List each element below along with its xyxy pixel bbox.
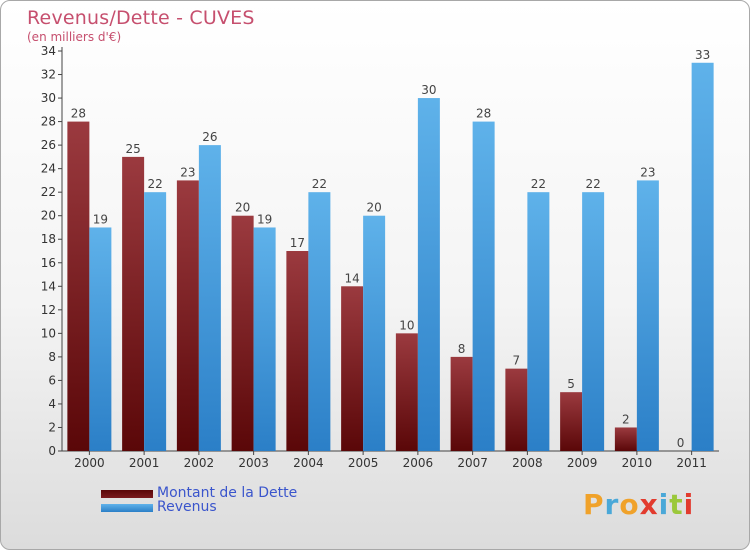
logo-letter: i (658, 488, 670, 521)
bar-revenus (417, 98, 440, 451)
y-tick-label: 24 (41, 162, 56, 176)
x-tick-label: 2005 (348, 456, 379, 470)
bar-dette (67, 121, 90, 452)
y-tick-label: 20 (41, 209, 56, 223)
x-tick-label: 2010 (622, 456, 653, 470)
y-tick-label: 16 (41, 256, 56, 270)
y-tick-label: 0 (48, 444, 56, 458)
bar-revenus (472, 121, 495, 452)
data-label: 10 (399, 318, 414, 332)
data-label: 20 (235, 201, 250, 215)
bar-dette (560, 392, 583, 451)
bar-dette (286, 251, 309, 451)
x-tick-label: 2008 (512, 456, 543, 470)
data-label: 30 (421, 83, 436, 97)
logo-letter: x (639, 488, 659, 521)
y-tick-label: 8 (48, 350, 56, 364)
data-label: 8 (458, 342, 466, 356)
data-label: 14 (344, 271, 359, 285)
data-label: 28 (476, 107, 491, 121)
x-tick-label: 2006 (403, 456, 434, 470)
data-label: 22 (147, 177, 162, 191)
y-tick-label: 18 (41, 232, 56, 246)
y-tick-label: 22 (41, 185, 56, 199)
bar-revenus (691, 62, 714, 451)
y-tick-label: 34 (41, 44, 56, 58)
data-label: 19 (257, 212, 272, 226)
data-label: 19 (93, 212, 108, 226)
legend-swatch-revenus (101, 504, 153, 512)
bar-dette (341, 286, 364, 451)
x-tick-label: 2004 (293, 456, 324, 470)
bar-dette (176, 180, 199, 452)
data-label: 7 (513, 354, 521, 368)
x-tick-label: 2007 (457, 456, 488, 470)
bar-dette (505, 368, 528, 451)
bar-dette (614, 427, 637, 451)
y-tick-label: 28 (41, 115, 56, 129)
logo-letter: P (583, 488, 605, 521)
data-label: 5 (567, 377, 575, 391)
chart-subtitle: (en milliers d'€) (27, 30, 122, 44)
y-tick-label: 30 (41, 91, 56, 105)
bar-revenus (363, 215, 386, 451)
x-axis: 2000 2001 2002 2003 2004 2005 2006 2007 2008 2009… (62, 450, 719, 470)
bar-revenus (308, 192, 331, 452)
x-tick-label: 2003 (238, 456, 269, 470)
data-label: 33 (695, 48, 710, 62)
bar-dette (395, 333, 418, 451)
logo-letter: t (669, 488, 684, 521)
y-tick-label: 32 (41, 68, 56, 82)
logo-letter: r (604, 488, 620, 521)
logo-letter: o (619, 488, 640, 521)
y-tick-label: 14 (41, 279, 56, 293)
legend-swatch-dette (101, 490, 153, 498)
x-tick-label: 2009 (567, 456, 598, 470)
bar-revenus (89, 227, 112, 451)
data-label: 28 (71, 107, 86, 121)
bars-group: 2819252223262019172214201030828722522223… (67, 48, 714, 452)
x-tick-label: 2002 (184, 456, 215, 470)
x-tick-label: 2001 (129, 456, 160, 470)
y-tick-label: 26 (41, 138, 56, 152)
data-label: 23 (640, 165, 655, 179)
data-label: 26 (202, 130, 217, 144)
bar-dette (450, 356, 473, 451)
data-label: 22 (585, 177, 600, 191)
data-label: 0 (677, 436, 685, 450)
proxiti-logo: Proxiti (583, 488, 694, 521)
data-label: 20 (366, 201, 381, 215)
data-label: 22 (531, 177, 546, 191)
data-label: 23 (180, 165, 195, 179)
bar-revenus (198, 145, 221, 451)
bar-revenus (144, 192, 167, 452)
data-label: 17 (290, 236, 305, 250)
x-tick-label: 2011 (676, 456, 707, 470)
data-label: 22 (312, 177, 327, 191)
bar-revenus (636, 180, 659, 452)
logo-letter: i (683, 488, 695, 521)
y-tick-label: 6 (48, 373, 56, 387)
y-tick-label: 2 (48, 420, 56, 434)
data-label: 2 (622, 412, 630, 426)
data-label: 25 (125, 142, 140, 156)
x-tick-label: 2000 (74, 456, 105, 470)
chart-title: Revenus/Dette - CUVES (27, 7, 255, 29)
bar-dette (122, 156, 145, 451)
bar-dette (231, 215, 254, 451)
bar-revenus (582, 192, 605, 452)
bar-revenus (527, 192, 550, 452)
bar-revenus (253, 227, 276, 451)
legend-label-revenus: Revenus (157, 499, 217, 515)
y-tick-label: 4 (48, 397, 56, 411)
legend-label-dette: Montant de la Dette (157, 485, 298, 501)
y-tick-label: 12 (41, 303, 56, 317)
y-tick-label: 10 (41, 326, 56, 340)
